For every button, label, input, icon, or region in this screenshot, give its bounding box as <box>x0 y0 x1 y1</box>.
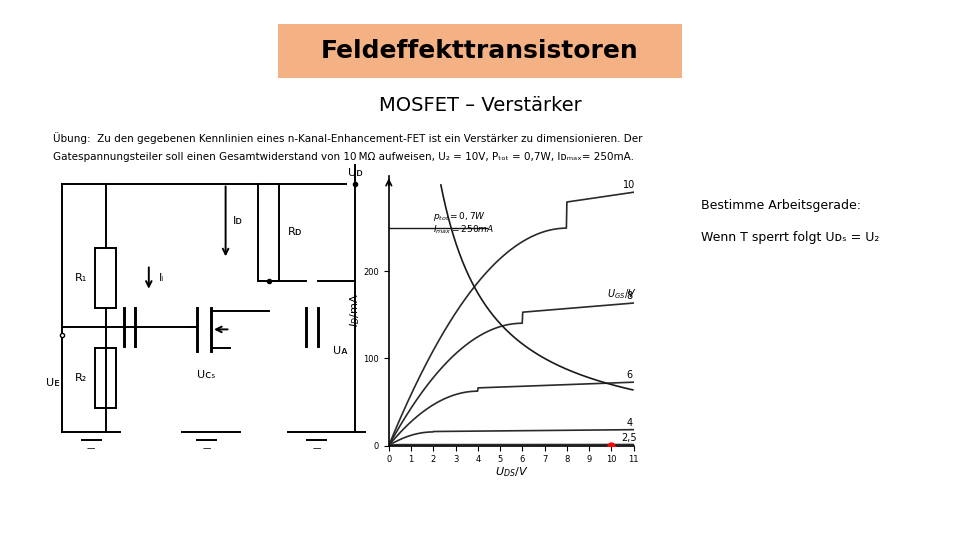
Text: 6: 6 <box>626 370 633 381</box>
Text: Feldeffekttransistoren: Feldeffekttransistoren <box>322 39 638 63</box>
Text: $U_{GS}/V$: $U_{GS}/V$ <box>607 287 636 301</box>
Text: Gatespannungsteiler soll einen Gesamtwiderstand von 10 MΩ aufweisen, U₂ = 10V, P: Gatespannungsteiler soll einen Gesamtwid… <box>53 152 634 161</box>
Text: R₂: R₂ <box>75 373 86 383</box>
Text: Uᴀ: Uᴀ <box>333 346 348 356</box>
Bar <box>95 248 116 308</box>
Text: Uᴅ: Uᴅ <box>348 168 363 178</box>
Text: Wenn T sperrt folgt Uᴅₛ = U₂: Wenn T sperrt folgt Uᴅₛ = U₂ <box>701 231 879 244</box>
Text: Übung:  Zu den gegebenen Kennlinien eines n-Kanal-Enhancement-FET ist ein Verstä: Übung: Zu den gegebenen Kennlinien eines… <box>53 132 642 144</box>
Text: MOSFET – Verstärker: MOSFET – Verstärker <box>378 96 582 115</box>
Bar <box>258 184 279 281</box>
Bar <box>278 24 682 78</box>
Text: Uᴇ: Uᴇ <box>46 379 60 388</box>
X-axis label: $U_{DS}/V$: $U_{DS}/V$ <box>494 465 528 480</box>
Text: R₁: R₁ <box>75 273 86 283</box>
Bar <box>95 348 116 408</box>
Text: Uᴄₛ: Uᴄₛ <box>197 370 216 380</box>
Text: $p_{tot}= 0,7W$: $p_{tot}= 0,7W$ <box>433 210 487 223</box>
Text: Bestimme Arbeitsgerade:: Bestimme Arbeitsgerade: <box>701 199 861 212</box>
Text: Rᴅ: Rᴅ <box>288 227 302 237</box>
Text: 10: 10 <box>623 180 636 191</box>
Text: Iᵢ: Iᵢ <box>158 273 163 283</box>
Text: $I_{max}= 250mA$: $I_{max}= 250mA$ <box>433 223 494 235</box>
Y-axis label: $I_D$/mA: $I_D$/mA <box>348 294 362 327</box>
Text: 8: 8 <box>626 291 633 301</box>
Text: —: — <box>203 444 210 453</box>
Text: —: — <box>313 444 321 453</box>
Text: 2,5: 2,5 <box>621 433 637 443</box>
Text: Iᴅ: Iᴅ <box>233 217 243 226</box>
Text: —: — <box>87 444 95 453</box>
Text: 4: 4 <box>626 418 633 428</box>
